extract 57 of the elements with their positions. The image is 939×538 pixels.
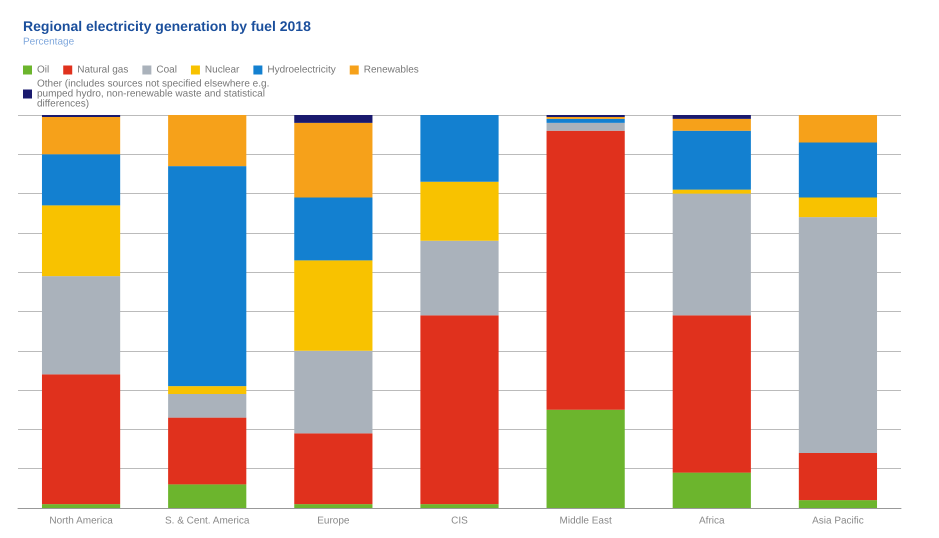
bar — [798, 217, 878, 453]
legend-label: Renewables — [364, 64, 419, 76]
bar — [420, 115, 499, 182]
bar — [798, 115, 878, 143]
bar — [294, 122, 372, 198]
legend-label: Oil — [37, 64, 50, 76]
bar — [42, 154, 120, 206]
x-tick-label: Asia Pacific — [812, 516, 864, 526]
bar — [294, 198, 372, 260]
bar — [294, 504, 372, 508]
bar — [672, 115, 751, 119]
chart-title: Regional electricity generation by fuel 2018 — [23, 18, 312, 34]
bar — [42, 504, 120, 508]
bar — [546, 410, 625, 508]
chart-subtitle: Percentage — [23, 36, 75, 48]
bar — [294, 260, 372, 351]
legend-label: Nuclear — [204, 64, 240, 76]
x-tick-label: Europe — [317, 516, 350, 526]
bar — [798, 500, 878, 508]
x-tick-label: North America — [49, 516, 114, 526]
bar — [672, 190, 751, 194]
bar — [420, 315, 499, 504]
bar — [672, 472, 751, 508]
legend-label: Other (includes sources not specified elsewhere e.g. pumped hydro, non-renewable waste and statistical differences) — [37, 78, 272, 110]
bar — [672, 130, 751, 190]
x-tick-label: S. & Cent. America — [164, 516, 250, 526]
bar — [168, 394, 246, 418]
bar — [168, 386, 246, 394]
x-tick-label: Middle East — [560, 516, 612, 526]
bar — [420, 240, 499, 316]
bar — [798, 198, 878, 218]
bar — [294, 433, 372, 504]
x-tick-label: CIS — [451, 516, 468, 526]
x-tick-label: Africa — [699, 516, 726, 526]
bar — [546, 130, 625, 410]
bar — [168, 115, 246, 166]
bar — [546, 122, 625, 131]
bar — [672, 315, 751, 473]
bar — [294, 115, 372, 123]
legend-label: Natural gas — [77, 64, 128, 76]
bar — [420, 504, 499, 508]
bar — [42, 276, 120, 374]
bar — [672, 194, 751, 316]
bar — [168, 166, 246, 386]
bar — [168, 418, 246, 484]
bar — [42, 205, 120, 276]
bar — [798, 452, 878, 500]
bar — [168, 484, 246, 508]
bar — [42, 374, 120, 504]
legend-label: Coal — [156, 64, 177, 76]
bar — [420, 182, 499, 241]
bar — [798, 142, 878, 198]
bar — [672, 118, 751, 131]
bar — [294, 350, 372, 434]
bar — [42, 116, 120, 154]
legend-label: Hydroelectricity — [267, 64, 336, 76]
bar — [546, 118, 625, 123]
